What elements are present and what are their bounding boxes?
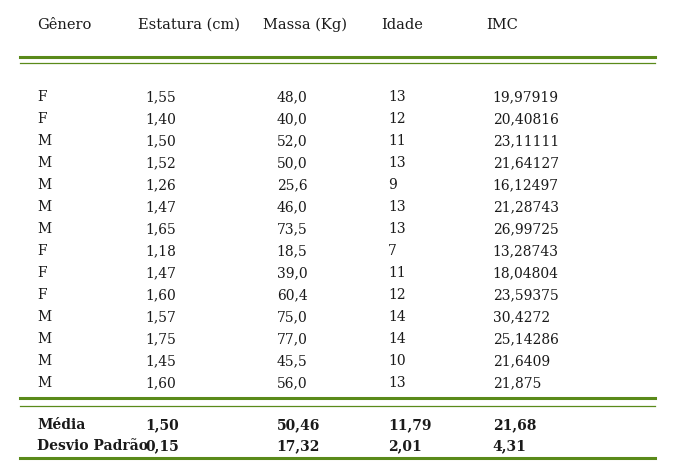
Text: 18,04804: 18,04804 [493,266,559,280]
Text: Gênero: Gênero [37,18,92,32]
Text: 18,5: 18,5 [277,244,308,258]
Text: 50,0: 50,0 [277,156,307,170]
Text: 23,59375: 23,59375 [493,288,558,302]
Text: 12: 12 [388,112,406,126]
Text: 12: 12 [388,288,406,302]
Text: 21,64127: 21,64127 [493,156,559,170]
Text: 1,18: 1,18 [145,244,176,258]
Text: 39,0: 39,0 [277,266,307,280]
Text: 13: 13 [388,156,406,170]
Text: 1,47: 1,47 [145,200,176,214]
Text: 11: 11 [388,266,406,280]
Text: 11: 11 [388,134,406,148]
Text: 10: 10 [388,354,406,368]
Text: 21,68: 21,68 [493,418,536,432]
Text: 1,55: 1,55 [145,90,176,104]
Text: 48,0: 48,0 [277,90,308,104]
Text: 14: 14 [388,332,406,346]
Text: 52,0: 52,0 [277,134,307,148]
Text: 25,6: 25,6 [277,178,307,192]
Text: M: M [37,310,51,324]
Text: 13: 13 [388,376,406,390]
Text: 1,75: 1,75 [145,332,176,346]
Text: 0,15: 0,15 [145,439,179,453]
Text: 1,47: 1,47 [145,266,176,280]
Text: M: M [37,134,51,148]
Text: 21,6409: 21,6409 [493,354,550,368]
Text: M: M [37,376,51,390]
Text: M: M [37,200,51,214]
Text: 1,26: 1,26 [145,178,176,192]
Text: F: F [37,244,47,258]
Text: 40,0: 40,0 [277,112,308,126]
Text: 1,52: 1,52 [145,156,176,170]
Text: 21,875: 21,875 [493,376,541,390]
Text: 1,57: 1,57 [145,310,176,324]
Text: 13: 13 [388,200,406,214]
Text: 60,4: 60,4 [277,288,308,302]
Text: M: M [37,178,51,192]
Text: 21,28743: 21,28743 [493,200,559,214]
Text: 50,46: 50,46 [277,418,320,432]
Text: 73,5: 73,5 [277,222,308,236]
Text: F: F [37,112,47,126]
Text: M: M [37,222,51,236]
Text: M: M [37,156,51,170]
Text: 56,0: 56,0 [277,376,307,390]
Text: F: F [37,266,47,280]
Text: 2,01: 2,01 [388,439,422,453]
Text: 13: 13 [388,222,406,236]
Text: 19,97919: 19,97919 [493,90,559,104]
Text: 1,50: 1,50 [145,418,179,432]
Text: 46,0: 46,0 [277,200,308,214]
Text: 1,45: 1,45 [145,354,176,368]
Text: Estatura (cm): Estatura (cm) [138,18,240,32]
Text: Idade: Idade [381,18,423,32]
Text: 7: 7 [388,244,397,258]
Text: 26,99725: 26,99725 [493,222,558,236]
Text: 75,0: 75,0 [277,310,308,324]
Text: 30,4272: 30,4272 [493,310,550,324]
Text: F: F [37,288,47,302]
Text: Desvio Padrão: Desvio Padrão [37,439,148,453]
Text: 9: 9 [388,178,397,192]
Text: 17,32: 17,32 [277,439,320,453]
Text: IMC: IMC [486,18,518,32]
Text: M: M [37,354,51,368]
Text: F: F [37,90,47,104]
Text: 23,11111: 23,11111 [493,134,559,148]
Text: 4,31: 4,31 [493,439,526,453]
Text: 1,65: 1,65 [145,222,176,236]
Text: 13: 13 [388,90,406,104]
Text: 16,12497: 16,12497 [493,178,559,192]
Text: Média: Média [37,418,86,432]
Text: 25,14286: 25,14286 [493,332,559,346]
Text: Massa (Kg): Massa (Kg) [263,18,347,33]
Text: 45,5: 45,5 [277,354,308,368]
Text: 20,40816: 20,40816 [493,112,559,126]
Text: 1,60: 1,60 [145,376,176,390]
Text: 77,0: 77,0 [277,332,308,346]
Text: 1,60: 1,60 [145,288,176,302]
Text: 1,50: 1,50 [145,134,176,148]
Text: 11,79: 11,79 [388,418,431,432]
Text: 14: 14 [388,310,406,324]
Text: M: M [37,332,51,346]
Text: 13,28743: 13,28743 [493,244,559,258]
Text: 1,40: 1,40 [145,112,176,126]
